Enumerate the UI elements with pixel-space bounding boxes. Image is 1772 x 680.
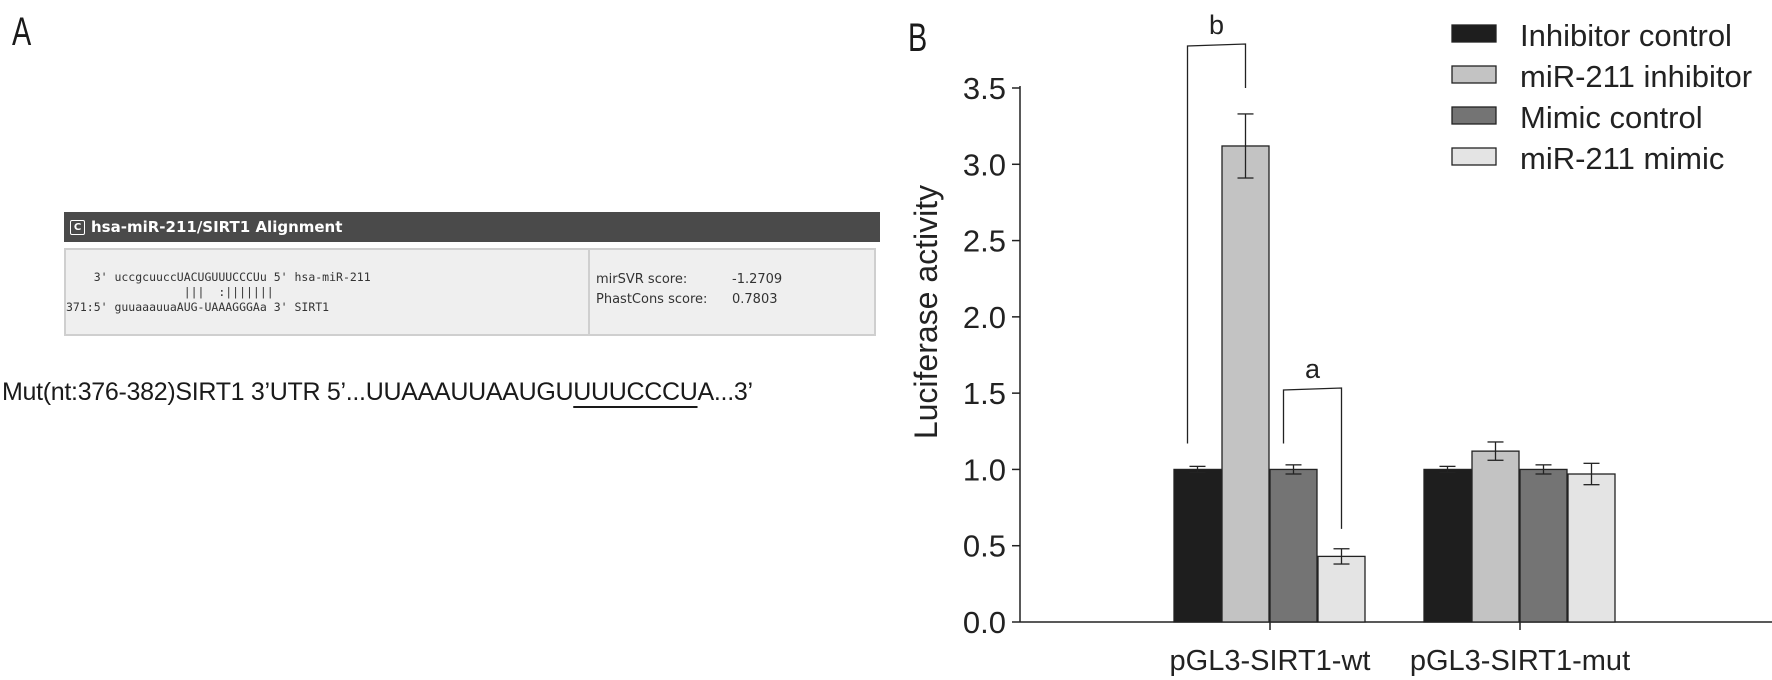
panel-b-label: B xyxy=(908,16,928,60)
score-row: PhastCons score: 0.7803 xyxy=(596,292,874,312)
legend-label: miR-211 inhibitor xyxy=(1520,59,1752,94)
bar xyxy=(1567,473,1616,623)
bar xyxy=(1317,555,1366,623)
bar xyxy=(1519,468,1568,623)
bar xyxy=(1423,468,1472,623)
alignment-body: 3' uccgcuuccUACUGUUUCCCUu 5' hsa-miR-211… xyxy=(64,248,876,336)
alignment-sequences: 3' uccgcuuccUACUGUUUCCCUu 5' hsa-miR-211… xyxy=(66,250,590,334)
mirsvr-score-label: mirSVR score: xyxy=(596,272,688,287)
y-axis-label: Luciferase activity xyxy=(908,185,944,439)
y-tick-label: 0.5 xyxy=(963,529,1006,564)
significance-bracket xyxy=(1186,43,1247,444)
significance-bracket xyxy=(1282,387,1343,529)
pairing-line: ||| :||||||| xyxy=(66,285,274,299)
x-tick-label: pGL3-SIRT1-mut xyxy=(1410,645,1630,677)
legend-label: miR-211 mimic xyxy=(1520,141,1724,176)
y-tick-label: 1.5 xyxy=(963,376,1006,411)
significance-label: a xyxy=(1305,354,1321,384)
bar xyxy=(1471,450,1520,623)
alignment-title: hsa-miR-211/SIRT1 Alignment xyxy=(91,218,343,236)
bar xyxy=(1221,145,1270,623)
luciferase-bar-chart: 0.0 0.5 1.0 1.5 2.0 2.5 3.0 3.5 Luciferase activ… xyxy=(908,10,1772,677)
mutation-suffix: A...3’ xyxy=(697,378,753,406)
mutation-sequence: Mut(nt:376-382)SIRT1 3’UTR 5’...UUAAAUUA… xyxy=(2,378,753,407)
legend-label: Inhibitor control xyxy=(1520,18,1732,53)
phastcons-score-value: 0.7803 xyxy=(732,292,778,307)
mirna-sequence-line: 3' uccgcuuccUACUGUUUCCCUu 5' hsa-miR-211 xyxy=(66,270,371,284)
y-tick-label: 2.0 xyxy=(963,300,1006,335)
x-tick-label: pGL3-SIRT1-wt xyxy=(1170,645,1371,677)
mutation-prefix: Mut(nt:376-382)SIRT1 3’UTR 5’...UUAAAUUA… xyxy=(2,378,574,406)
panel-a-label: A xyxy=(12,10,32,54)
alignment-window: C hsa-miR-211/SIRT1 Alignment 3' uccgcuu… xyxy=(64,212,880,336)
legend-swatch xyxy=(1451,24,1497,43)
c-badge-icon: C xyxy=(70,219,85,235)
y-tick-label: 0.0 xyxy=(963,605,1006,640)
legend-swatch xyxy=(1451,147,1497,166)
score-row: mirSVR score: -1.2709 xyxy=(596,272,874,292)
legend-label: Mimic control xyxy=(1520,100,1703,135)
y-tick-label: 3.0 xyxy=(963,147,1006,182)
bar xyxy=(1269,468,1318,623)
phastcons-score-label: PhastCons score: xyxy=(596,292,708,307)
target-sequence-line: 371:5' guuaaauuaAUG-UAAAGGGAa 3' SIRT1 xyxy=(66,300,330,314)
mutation-underlined-site: UUUCCCU xyxy=(573,378,698,406)
legend-swatch xyxy=(1451,65,1497,84)
alignment-scores: mirSVR score: -1.2709 PhastCons score: 0… xyxy=(590,250,874,334)
significance-label: b xyxy=(1209,10,1224,40)
legend-swatch xyxy=(1451,106,1497,125)
y-tick-label: 1.0 xyxy=(963,452,1006,487)
y-tick-label: 2.5 xyxy=(963,224,1006,259)
bar xyxy=(1173,468,1222,623)
mirsvr-score-value: -1.2709 xyxy=(732,272,783,287)
y-tick-label: 3.5 xyxy=(963,71,1006,106)
alignment-titlebar: C hsa-miR-211/SIRT1 Alignment xyxy=(64,212,880,242)
